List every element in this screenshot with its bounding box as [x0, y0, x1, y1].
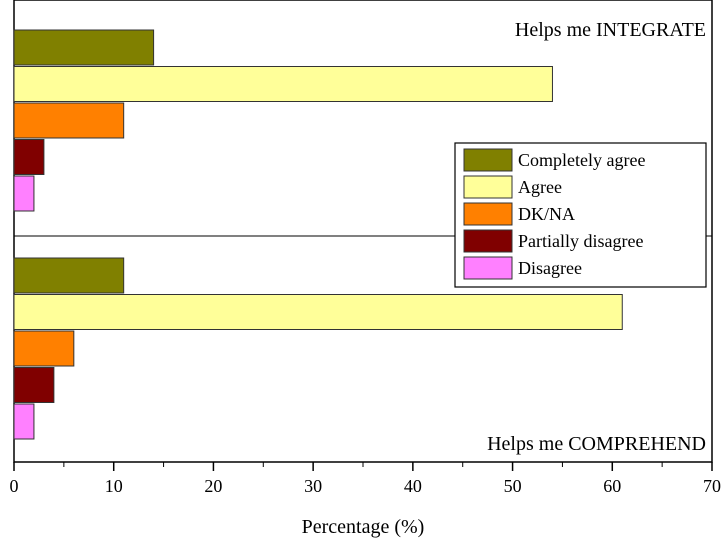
- legend-swatch: [463, 148, 513, 172]
- bar-integrate-2: [13, 102, 125, 139]
- x-tick-label: 20: [204, 476, 222, 496]
- bar-integrate-4: [13, 175, 35, 212]
- panel-label-integrate: Helps me INTEGRATE: [515, 19, 706, 41]
- bar-comprehend-0: [13, 257, 125, 294]
- x-tick-label: 0: [10, 476, 19, 496]
- bar-integrate-1: [13, 66, 553, 102]
- legend-label: Disagree: [518, 258, 582, 278]
- legend: Completely agree Agree DK/NA Partially disa…: [454, 142, 707, 288]
- bar-integrate-3: [13, 139, 45, 175]
- bar-comprehend-1: [13, 294, 623, 330]
- legend-label: DK/NA: [518, 204, 575, 224]
- x-tick-label: 50: [504, 476, 522, 496]
- x-tick-label: 60: [603, 476, 621, 496]
- x-tick-label: 10: [105, 476, 123, 496]
- x-tick-label: 70: [703, 476, 721, 496]
- legend-swatch: [463, 229, 513, 253]
- legend-label: Agree: [518, 177, 562, 197]
- legend-swatch: [463, 202, 513, 226]
- x-axis-label: Percentage (%): [302, 516, 425, 538]
- bar-comprehend-4: [13, 403, 35, 440]
- bar-integrate-0: [13, 29, 155, 66]
- x-axis: 0 10 20 30 40 50 60 70: [10, 462, 721, 496]
- legend-label: Completely agree: [518, 150, 645, 170]
- legend-swatch: [463, 256, 513, 280]
- bar-comprehend-2: [13, 330, 75, 367]
- panel-label-comprehend: Helps me COMPREHEND: [487, 433, 706, 455]
- bar-comprehend-3: [13, 367, 55, 403]
- panel-labels-layer: Helps me INTEGRATE Helps me COMPREHEND: [487, 19, 706, 455]
- legend-label: Partially disagree: [518, 231, 643, 251]
- bars-layer: [13, 29, 623, 440]
- x-tick-label: 40: [404, 476, 422, 496]
- x-tick-label: 30: [304, 476, 322, 496]
- legend-swatch: [463, 175, 513, 199]
